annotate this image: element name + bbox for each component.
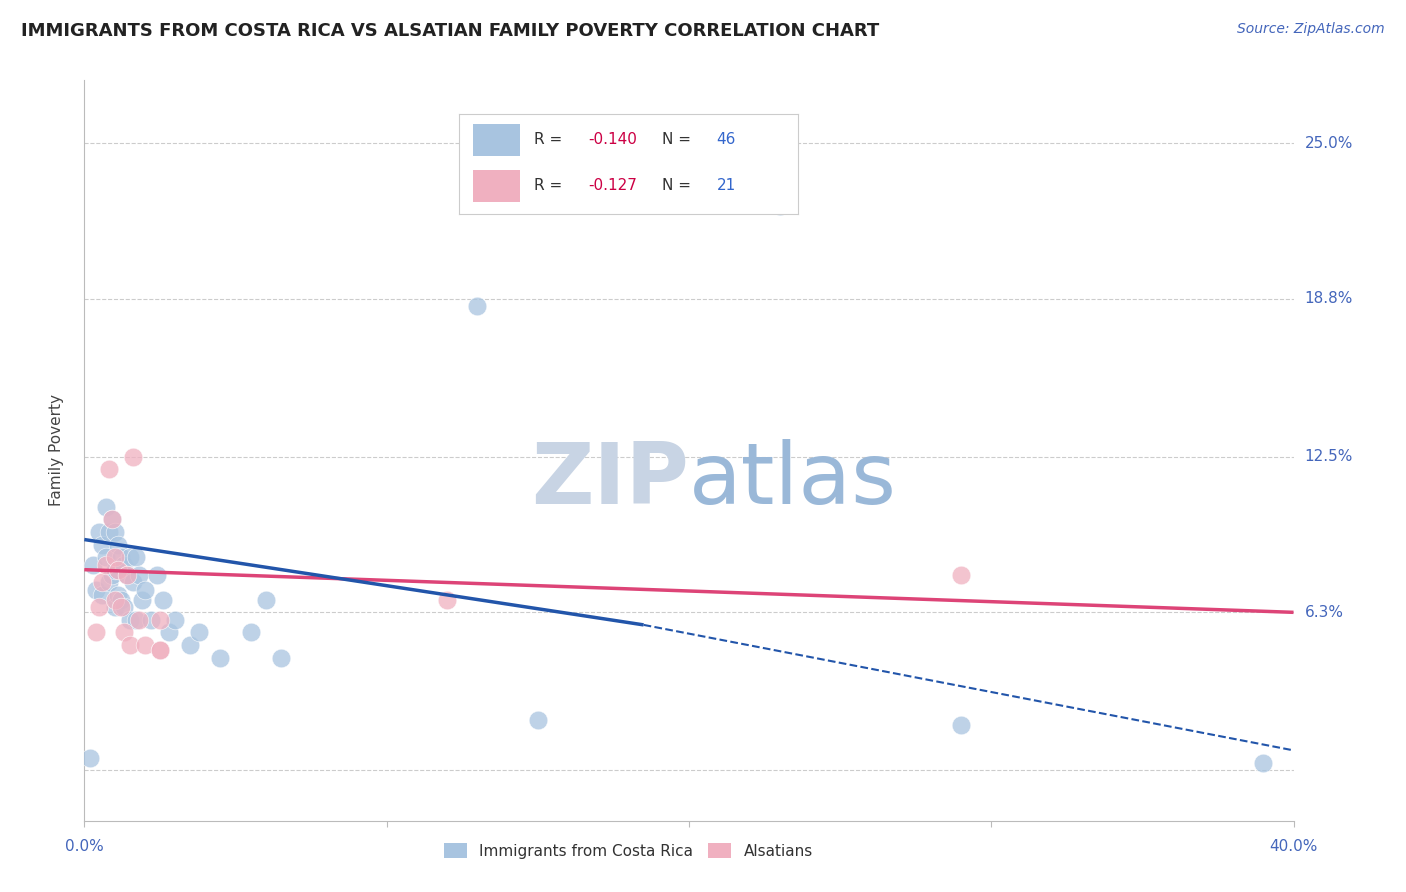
Point: [1253, 756, 1275, 770]
Text: atlas: atlas: [689, 439, 897, 522]
Point: [94, 550, 117, 565]
Point: [100, 512, 122, 526]
Point: [107, 538, 129, 552]
Point: [254, 592, 277, 607]
Point: [188, 625, 211, 640]
Point: [79, 751, 101, 765]
Text: Source: ZipAtlas.com: Source: ZipAtlas.com: [1237, 22, 1385, 37]
Point: [121, 575, 143, 590]
Point: [128, 613, 150, 627]
Text: ZIP: ZIP: [531, 439, 689, 522]
Legend: Immigrants from Costa Rica, Alsatians: Immigrants from Costa Rica, Alsatians: [437, 837, 820, 865]
Y-axis label: Family Poverty: Family Poverty: [49, 394, 63, 507]
Point: [125, 550, 148, 565]
Point: [467, 299, 489, 313]
Point: [94, 558, 117, 572]
Point: [97, 524, 120, 539]
Text: 40.0%: 40.0%: [1270, 839, 1317, 855]
Point: [86, 625, 108, 640]
Point: [115, 567, 138, 582]
Point: [125, 613, 148, 627]
Point: [110, 600, 132, 615]
Point: [94, 500, 117, 514]
Point: [118, 550, 141, 565]
Point: [139, 613, 162, 627]
Text: 18.8%: 18.8%: [1305, 291, 1353, 306]
Point: [107, 563, 129, 577]
Point: [239, 625, 262, 640]
Point: [270, 650, 292, 665]
Text: 12.5%: 12.5%: [1305, 450, 1353, 464]
Point: [89, 600, 111, 615]
Point: [436, 592, 458, 607]
Point: [100, 567, 122, 582]
Text: 25.0%: 25.0%: [1305, 136, 1353, 151]
Point: [86, 582, 108, 597]
Point: [89, 524, 111, 539]
Point: [115, 567, 138, 582]
Point: [104, 600, 127, 615]
Point: [149, 643, 172, 657]
Point: [100, 512, 122, 526]
Point: [104, 524, 127, 539]
Point: [128, 567, 150, 582]
Point: [769, 199, 792, 213]
Point: [97, 575, 120, 590]
Point: [152, 592, 174, 607]
Point: [134, 582, 156, 597]
Point: [118, 638, 141, 652]
Point: [91, 538, 114, 552]
Text: 6.3%: 6.3%: [1305, 605, 1344, 620]
Point: [118, 613, 141, 627]
Point: [112, 600, 135, 615]
Point: [950, 567, 973, 582]
Point: [950, 718, 973, 732]
Point: [146, 567, 169, 582]
Point: [104, 592, 127, 607]
Text: 0.0%: 0.0%: [65, 839, 104, 855]
Point: [149, 643, 172, 657]
Point: [91, 588, 114, 602]
Point: [104, 550, 127, 565]
Point: [121, 450, 143, 464]
Point: [149, 613, 172, 627]
Point: [134, 638, 156, 652]
Point: [209, 650, 232, 665]
Point: [104, 563, 127, 577]
Point: [165, 613, 187, 627]
Point: [110, 592, 132, 607]
Text: IMMIGRANTS FROM COSTA RICA VS ALSATIAN FAMILY POVERTY CORRELATION CHART: IMMIGRANTS FROM COSTA RICA VS ALSATIAN F…: [21, 22, 879, 40]
Point: [97, 462, 120, 476]
Point: [131, 592, 153, 607]
Point: [112, 625, 135, 640]
Point: [112, 558, 135, 572]
Point: [82, 558, 104, 572]
Point: [179, 638, 201, 652]
Point: [91, 575, 114, 590]
Point: [110, 550, 132, 565]
Point: [157, 625, 180, 640]
Point: [107, 588, 129, 602]
Point: [527, 713, 550, 727]
